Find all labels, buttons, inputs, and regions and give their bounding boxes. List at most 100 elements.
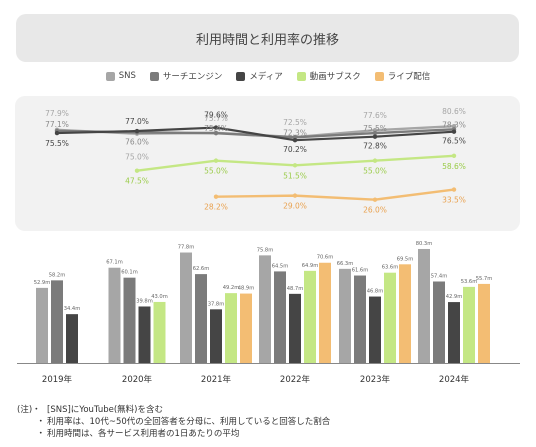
bar-media xyxy=(448,302,460,363)
bar-live-streaming xyxy=(399,264,411,363)
bar-media xyxy=(66,314,78,363)
chart-canvas: 77.9% 75.0% 75.7% 72.5% 77.6% 80.6% 77.1% 76.0%… xyxy=(17,107,520,385)
bar-sns xyxy=(108,267,121,363)
line-point-live-streaming xyxy=(372,197,378,202)
line-value-label-media: 79.6% xyxy=(204,111,228,120)
legend-swatch-video-subscription xyxy=(296,71,306,81)
line-point-sns xyxy=(451,123,457,129)
line-value-label-sns: 75.7% xyxy=(204,114,228,123)
line-point-video-subscription xyxy=(134,168,140,173)
footnote-row: ・ 利用率は、10代~50代の全回答者を分母に、利用していると回答した割合 xyxy=(17,416,527,428)
bar-value-label-search-engine: 61.6m xyxy=(352,268,369,274)
x-tick-label: 2023年 xyxy=(360,374,391,385)
footnotes: (注)・ [SNS]にYouTube(無料)を含む ・ 利用率は、10代~50代… xyxy=(17,404,527,440)
line-point-video-subscription xyxy=(292,163,298,168)
legend-item-media: メディア xyxy=(236,70,283,82)
x-tick-label: 2019年 xyxy=(42,374,73,385)
line-value-label-media: 72.8% xyxy=(363,142,387,151)
bar-value-label-media: 39.8m xyxy=(136,298,153,304)
bar-value-label-search-engine: 64.5m xyxy=(272,263,289,269)
line-value-label-search-engine: 76.0% xyxy=(125,137,149,146)
bar-value-label-video-subscription: 63.6m xyxy=(382,265,399,271)
x-tick-label: 2022年 xyxy=(280,374,311,385)
x-tick-label: 2021年 xyxy=(201,374,232,385)
line-value-label-search-engine: 75.5% xyxy=(363,124,387,133)
bar-search-engine xyxy=(433,281,445,363)
footnote-row: ・ 利用時間は、各サービス利用者の1日あたりの平均 xyxy=(17,428,527,440)
bar-video-subscription xyxy=(463,286,475,363)
bar-search-engine xyxy=(274,271,286,363)
footnote-prefix: (注)・ xyxy=(17,405,41,415)
line-point-live-streaming xyxy=(451,187,457,192)
bar-value-label-media: 46.8m xyxy=(367,289,384,295)
bar-value-label-sns: 66.3m xyxy=(337,261,354,267)
line-series-media xyxy=(56,126,455,142)
bar-video-subscription xyxy=(225,293,237,363)
line-value-label-search-engine: 75.4% xyxy=(204,124,228,133)
bar-value-label-video-subscription: 64.9m xyxy=(302,263,319,269)
bar-live-streaming xyxy=(319,262,331,363)
bar-video-subscription xyxy=(304,270,316,363)
footnote-prefix: ・ xyxy=(36,429,45,439)
line-value-label-video-subscription: 55.0% xyxy=(363,167,387,176)
legend-label-video-subscription: 動画サブスク xyxy=(309,72,361,82)
bar-video-subscription xyxy=(153,301,166,363)
bar-value-label-video-subscription: 43.0m xyxy=(151,294,168,300)
bar-value-label-media: 48.7m xyxy=(287,286,304,292)
line-point-media xyxy=(213,125,219,130)
bar-search-engine xyxy=(354,275,366,363)
bar-value-label-sns: 80.3m xyxy=(416,241,433,247)
bar-value-label-live-streaming: 69.5m xyxy=(397,256,414,262)
legend-item-sns: SNS xyxy=(105,71,136,81)
bar-media xyxy=(289,293,301,363)
bar-live-streaming xyxy=(240,293,252,363)
bar-live-streaming xyxy=(478,283,490,363)
bar-value-label-sns: 52.9m xyxy=(34,280,51,286)
line-value-label-sns: 72.5% xyxy=(283,118,307,127)
bar-video-subscription xyxy=(384,272,396,363)
line-point-live-streaming xyxy=(213,194,219,199)
legend-swatch-live-streaming xyxy=(374,71,384,81)
chart-title-box: 利用時間と利用率の推移 xyxy=(16,14,519,62)
line-value-label-sns: 77.9% xyxy=(45,109,69,118)
bar-media xyxy=(210,309,222,363)
line-point-video-subscription xyxy=(451,153,457,158)
line-value-label-search-engine: 72.3% xyxy=(283,128,307,137)
footnote-text: 利用率は、10代~50代の全回答者を分母に、利用していると回答した割合 xyxy=(47,417,331,427)
bar-media xyxy=(369,296,381,363)
bar-value-label-live-streaming: 70.6m xyxy=(317,255,334,261)
bar-sns xyxy=(259,255,271,363)
footnote-text: [SNS]にYouTube(無料)を含む xyxy=(47,405,163,415)
bar-value-label-sns: 75.8m xyxy=(257,247,274,253)
line-value-label-sns: 75.0% xyxy=(125,153,149,162)
legend-swatch-sns xyxy=(105,71,115,81)
line-value-label-live-streaming: 28.2% xyxy=(204,203,228,212)
legend-item-search-engine: サーチエンジン xyxy=(149,70,223,82)
bar-value-label-search-engine: 57.4m xyxy=(431,273,448,279)
line-point-media xyxy=(451,129,457,134)
bar-value-label-video-subscription: 49.2m xyxy=(223,285,240,291)
line-point-live-streaming xyxy=(292,193,298,198)
line-point-media xyxy=(372,134,378,139)
line-value-label-search-engine: 77.1% xyxy=(45,120,69,129)
bar-value-label-live-streaming: 55.7m xyxy=(476,276,493,282)
bar-search-engine xyxy=(123,277,136,363)
legend-label-search-engine: サーチエンジン xyxy=(162,72,223,82)
x-tick-label: 2024年 xyxy=(439,374,470,385)
chart-title: 利用時間と利用率の推移 xyxy=(195,32,339,48)
line-series-live-streaming xyxy=(215,188,455,201)
line-point-media xyxy=(134,128,140,134)
legend-item-live-streaming: ライブ配信 xyxy=(374,70,430,82)
bar-sns xyxy=(418,248,430,363)
bar-value-label-live-streaming: 48.9m xyxy=(238,286,255,292)
bar-value-label-sns: 67.1m xyxy=(106,260,123,266)
legend-label-sns: SNS xyxy=(118,71,136,81)
line-point-video-subscription xyxy=(372,158,378,163)
bar-value-label-media: 37.8m xyxy=(208,301,225,307)
line-value-label-media: 77.0% xyxy=(125,117,149,126)
legend-item-video-subscription: 動画サブスク xyxy=(296,70,361,82)
legend-swatch-media xyxy=(236,71,246,81)
footnote-row: (注)・ [SNS]にYouTube(無料)を含む xyxy=(17,404,527,416)
line-value-label-live-streaming: 29.0% xyxy=(283,202,307,211)
bar-search-engine xyxy=(51,280,63,363)
